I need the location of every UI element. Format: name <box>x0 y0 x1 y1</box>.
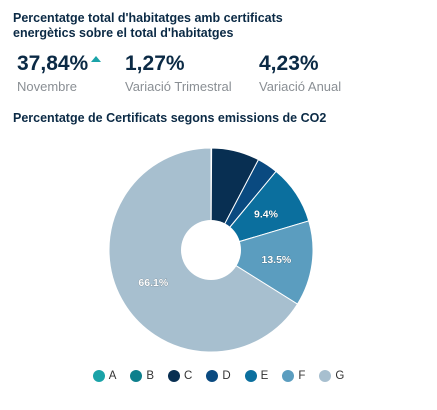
kpi-annual-value: 4,23% <box>259 52 319 75</box>
legend-swatch-g <box>319 370 332 382</box>
legend-label-b: B <box>146 370 155 382</box>
legend-swatch-c <box>168 370 181 382</box>
legend-item-c[interactable]: C <box>168 370 192 382</box>
kpi-annual-label: Variació Anual <box>259 79 342 94</box>
arrow-up-icon <box>91 56 102 63</box>
legend-item-b[interactable]: B <box>130 370 154 382</box>
legend-swatch-e <box>244 370 257 382</box>
legend-item-f[interactable]: F <box>282 370 305 382</box>
kpi-current: 37,84% Novembre <box>17 52 102 95</box>
legend-label-a: A <box>108 370 117 382</box>
legend-swatch-d <box>206 370 219 382</box>
legend-swatch-a <box>92 370 105 382</box>
legend-label-e: E <box>260 370 269 382</box>
legend-label-f: F <box>298 370 306 382</box>
data-label-g: 66.1% <box>138 277 168 289</box>
chart-header-title: Percentatge total d'habitatges amb certi… <box>13 11 283 40</box>
legend-label-c: C <box>184 370 193 382</box>
legend-swatch-f <box>282 370 295 382</box>
legend-item-e[interactable]: E <box>244 370 269 382</box>
legend-swatch-b <box>130 370 143 382</box>
chart-title: Percentatge de Certificats segons emissi… <box>13 111 327 125</box>
data-label-e: 9.4% <box>254 209 279 221</box>
donut-hole <box>181 220 241 280</box>
kpi-annual: 4,23% Variació Anual <box>259 52 341 95</box>
kpi-current-value: 37,84% <box>17 52 89 75</box>
legend-label-d: D <box>222 370 231 382</box>
kpi-quarterly-label: Variació Trimestral <box>125 79 232 94</box>
legend-item-g[interactable]: G <box>319 370 344 382</box>
kpi-quarterly-value: 1,27% <box>125 52 185 75</box>
kpi-quarterly: 1,27% Variació Trimestral <box>125 52 232 95</box>
chart-legend: A B C D E F G <box>0 370 437 382</box>
kpi-current-label: Novembre <box>17 79 77 94</box>
legend-item-d[interactable]: D <box>206 370 231 382</box>
legend-label-g: G <box>335 370 345 382</box>
data-label-f: 13.5% <box>262 254 292 266</box>
legend-item-a[interactable]: A <box>92 370 117 382</box>
pie-slice-f[interactable] <box>209 220 314 305</box>
donut-chart: 9.4% 13.5% 66.1% <box>108 147 314 353</box>
